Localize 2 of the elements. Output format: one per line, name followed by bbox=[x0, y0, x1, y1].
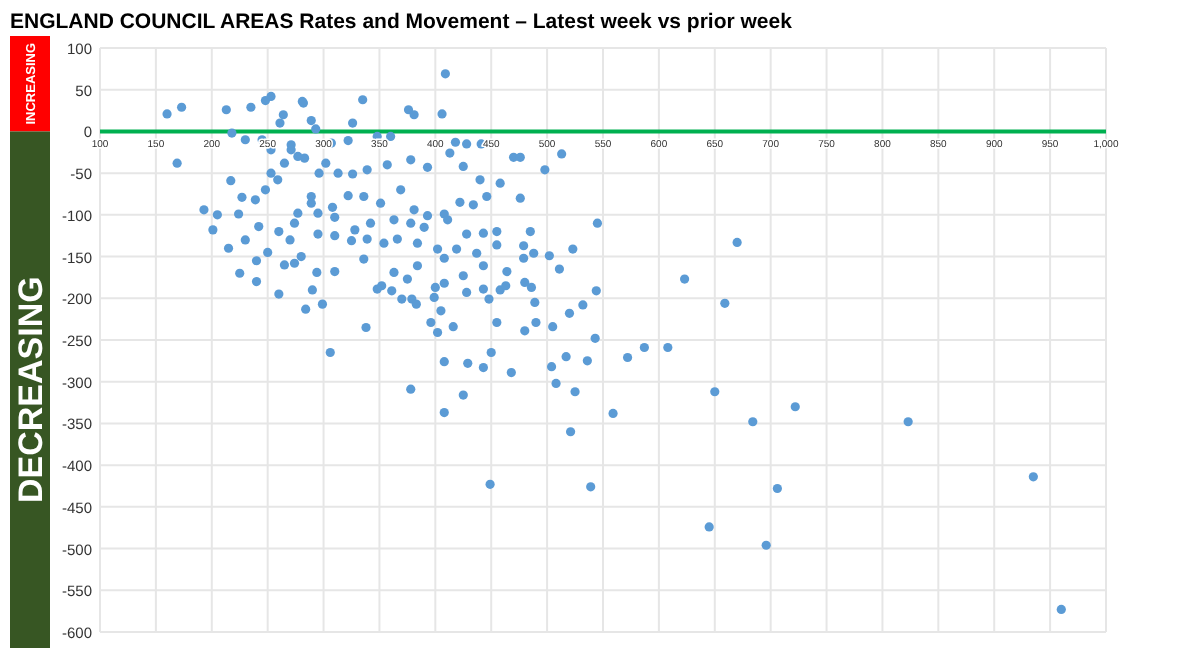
text: DECREASING bbox=[12, 276, 50, 504]
chart-title: ENGLAND COUNCIL AREAS Rates and Movement – Latest week vs prior week bbox=[10, 10, 793, 34]
